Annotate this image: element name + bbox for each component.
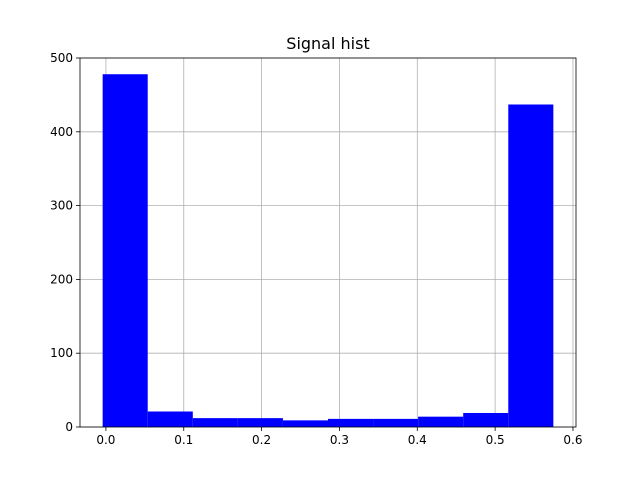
y-tick-label: 100 [50,346,73,360]
y-tick-label: 200 [50,272,73,286]
y-axis: 0 100 200 300 400 500 [50,51,80,434]
y-tick-label: 500 [50,51,73,65]
chart-title: Signal hist [286,34,369,53]
x-tick-label: 0.2 [252,433,271,447]
histogram-bar [463,412,509,427]
x-tick-label: 0.1 [174,433,193,447]
histogram-bar [192,418,238,427]
histogram-bar [147,411,193,427]
histogram-bar [102,74,148,428]
x-tick-label: 0.5 [486,433,505,447]
x-axis: 0.0 0.1 0.2 0.3 0.4 0.5 0.6 [96,427,583,447]
histogram-bar [328,418,374,427]
y-tick-label: 400 [50,125,73,139]
histogram-bar [508,104,554,427]
histogram-bar [373,418,419,427]
histogram-bar [237,418,283,427]
axes-frame [79,57,577,428]
y-tick-label: 300 [50,199,73,213]
histogram-bar [418,416,464,427]
x-tick-label: 0.0 [96,433,115,447]
bars [102,74,554,428]
x-tick-label: 0.4 [408,433,427,447]
x-tick-label: 0.6 [563,433,582,447]
y-tick-label: 0 [65,420,73,434]
x-tick-label: 0.3 [330,433,349,447]
histogram-bar [282,420,328,427]
